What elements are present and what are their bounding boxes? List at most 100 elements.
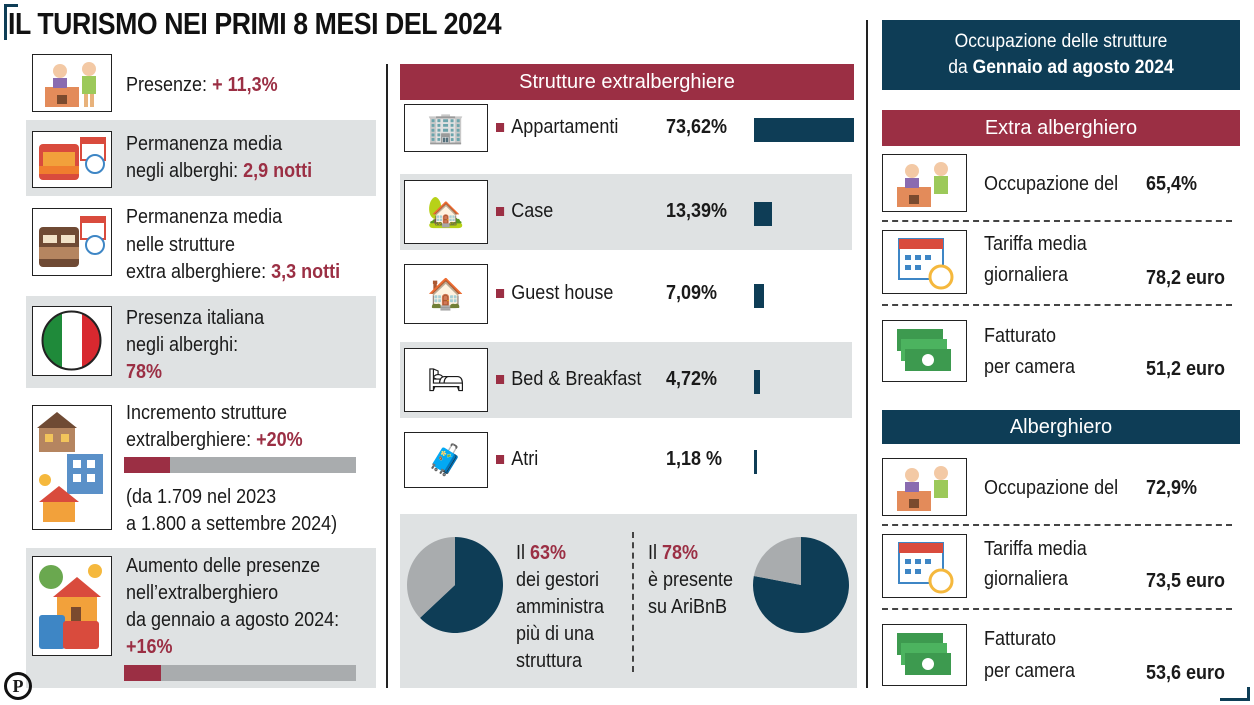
category-icon: 🛏: [404, 348, 488, 412]
alb-fatturato-value: 53,6 euro: [1146, 662, 1226, 684]
bar-value-label: 7,09%: [666, 282, 718, 304]
corner-decoration: [1220, 687, 1250, 701]
aumento-line2: nell’extralberghiero: [126, 582, 279, 604]
bar-mark: [754, 284, 764, 308]
bar-mark: [754, 118, 854, 142]
bar-category-label: Guest house: [496, 280, 613, 306]
calendar-clock-icon: [882, 230, 967, 294]
divider: [882, 220, 1232, 222]
perm-extra-line1: Permanenza media: [126, 206, 283, 228]
pie1-text-2: amministra: [516, 596, 605, 618]
reception-icon: [32, 54, 112, 112]
banknotes-icon: [882, 320, 967, 382]
aumento-progress-fill: [124, 665, 162, 681]
calendar-clock-icon: [882, 534, 967, 598]
pie2-label: Il 78%: [648, 542, 699, 564]
extra-tariffa-line2: giornaliera: [984, 264, 1069, 286]
bullet-icon: [496, 207, 505, 217]
aumento-value: +16%: [126, 636, 173, 658]
bullet-icon: [496, 375, 505, 385]
pie1-text-1: dei gestori: [516, 569, 600, 591]
column-divider: [386, 64, 388, 688]
bar-category-label: Appartamenti: [496, 114, 618, 140]
alb-fatturato-line1: Fatturato: [984, 628, 1057, 650]
bar-value-label: 13,39%: [666, 200, 728, 222]
divider: [882, 304, 1232, 306]
bar-value-label: 73,62%: [666, 116, 728, 138]
pie2-text-2: su AriBnB: [648, 596, 728, 618]
category-icon: 🏠: [404, 264, 488, 324]
presenze-text: Presenze: + 11,3%: [126, 74, 278, 96]
aumento-line3: da gennaio a agosto 2024:: [126, 609, 340, 631]
extra-tariffa-value: 78,2 euro: [1146, 267, 1226, 289]
column-divider: [866, 20, 868, 688]
pie1-text-4: struttura: [516, 650, 583, 672]
occupazione-header: Occupazione delle strutture da Gennaio a…: [882, 20, 1240, 90]
aumento-line1: Aumento delle presenze: [126, 555, 321, 577]
pie-divider: [632, 532, 634, 672]
pie1-text-3: più di una: [516, 623, 595, 645]
extra-alberghiero-title: Extra alberghiero: [882, 110, 1240, 146]
house-luggage-icon: [32, 556, 112, 656]
category-icon: 🏡: [404, 180, 488, 244]
pie-slice: [753, 537, 801, 585]
page-title: IL TURISMO NEI PRIMI 8 MESI DEL 2024: [8, 6, 502, 41]
bar-mark: [754, 450, 757, 474]
bar-category-label: Case: [496, 198, 553, 224]
incremento-note2: a 1.800 a settembre 2024): [126, 513, 338, 535]
presenza-italiana-value: 78%: [126, 361, 163, 383]
alb-tariffa-line2: giornaliera: [984, 568, 1069, 590]
perm-extra-line3: extra alberghiere: 3,3 notti: [126, 261, 341, 283]
bar-value-label: 1,18 %: [666, 448, 723, 470]
occupazione-header-line2: da Gennaio ad agosto 2024: [948, 57, 1174, 78]
divider: [882, 608, 1232, 610]
corner-decoration: [4, 4, 18, 40]
extra-tariffa-line1: Tariffa media: [984, 233, 1087, 255]
extra-fatturato-line1: Fatturato: [984, 325, 1057, 347]
pie-slice: [420, 537, 503, 633]
pie-slice: [407, 537, 455, 618]
perm-alberghi-line1: Permanenza media: [126, 133, 283, 155]
perm-extra-line2: nelle strutture: [126, 234, 236, 256]
alberghiero-title: Alberghiero: [882, 410, 1240, 444]
bar-category-label: Atri: [496, 446, 538, 472]
banknotes-icon: [882, 624, 967, 686]
pie-chart-gestori: [407, 537, 503, 633]
incremento-line1: Incremento strutture: [126, 402, 288, 424]
alb-occupazione-label: Occupazione del: [984, 477, 1119, 499]
bed-calendar-icon: [32, 131, 112, 188]
bed-calendar-icon: [32, 208, 112, 276]
alb-tariffa-value: 73,5 euro: [1146, 570, 1226, 592]
divider: [882, 524, 1232, 526]
presenza-italiana-line2: negli alberghi:: [126, 334, 239, 356]
incremento-line2: extralberghiere: +20%: [126, 429, 303, 451]
incremento-progress-fill: [124, 457, 171, 473]
publisher-logo: P: [4, 672, 32, 700]
pie2-text-1: è presente: [648, 569, 734, 591]
pie-chart-aribnb: [753, 537, 849, 633]
incremento-progress-track: [124, 457, 356, 473]
reception-icon: [882, 458, 967, 516]
category-icon: 🏢: [404, 104, 488, 152]
alb-tariffa-line1: Tariffa media: [984, 538, 1087, 560]
extra-occupazione-value: 65,4%: [1146, 173, 1198, 195]
incremento-note1: (da 1.709 nel 2023: [126, 486, 277, 508]
extra-fatturato-value: 51,2 euro: [1146, 358, 1226, 380]
alb-fatturato-line2: per camera: [984, 660, 1076, 682]
reception-icon: [882, 154, 967, 212]
bar-mark: [754, 370, 760, 394]
bar-value-label: 4,72%: [666, 368, 718, 390]
bar-chart-title: Strutture extralberghiere: [400, 64, 854, 100]
pie1-label: Il 63%: [516, 542, 567, 564]
italy-flag-icon: [32, 306, 112, 376]
extra-occupazione-label: Occupazione del: [984, 173, 1119, 195]
presenza-italiana-line1: Presenza italiana: [126, 307, 265, 329]
houses-icon: [32, 405, 112, 530]
category-icon: 🧳: [404, 432, 488, 488]
bar-mark: [754, 202, 772, 226]
extra-fatturato-line2: per camera: [984, 356, 1076, 378]
bullet-icon: [496, 455, 505, 465]
bullet-icon: [496, 123, 505, 133]
bar-category-label: Bed & Breakfast: [496, 366, 641, 392]
occupazione-header-line1: Occupazione delle strutture: [954, 31, 1168, 52]
